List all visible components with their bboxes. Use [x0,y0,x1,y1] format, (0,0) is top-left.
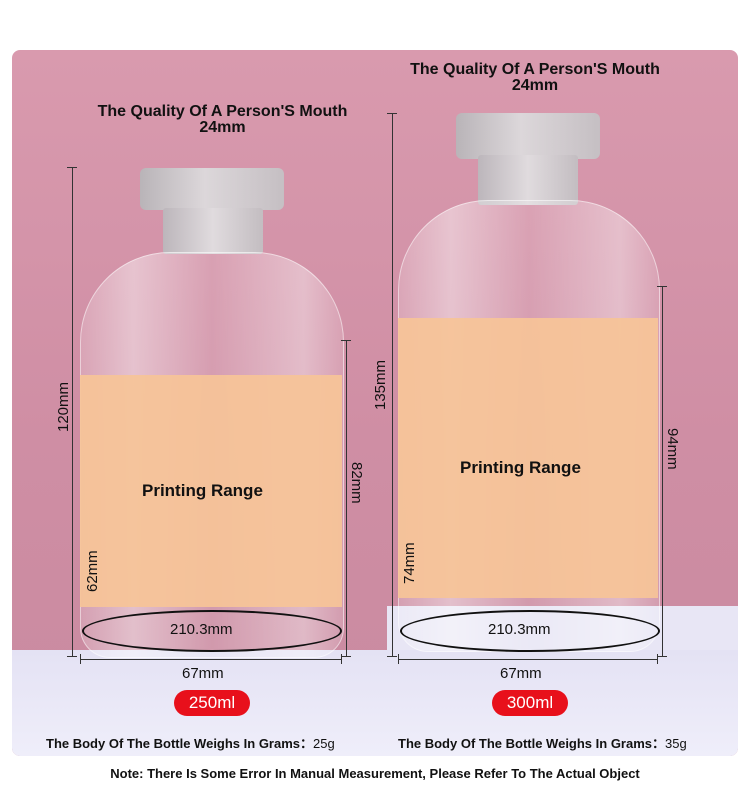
bottle-1-height-line [72,167,73,657]
bottle-1-label-height-value: 82mm [348,462,365,504]
bottle-2-height-value: 135mm [372,359,389,410]
bottle-1-width-tick-left [80,654,81,664]
bottle-1-label-tick-top [341,340,351,341]
bottle-1-volume-badge: 250ml [174,690,250,716]
bottle-1-height-value: 120mm [55,381,72,432]
bottle-1-height-tick-top [67,167,77,168]
bottle-1-width-tick-right [341,654,342,664]
bottle-1-width-line [80,659,342,660]
bottle-2-height-tick-bottom [387,656,397,657]
bottle-1-printing-area [80,375,342,607]
bottle-1-inner-height-value: 62mm [84,550,101,592]
bottle-1-title-line1: The Quality Of A Person'S Mouth [97,103,348,120]
bottle-1-weight-value: 25g [313,736,335,751]
bottle-2-title: The Quality Of A Person'S Mouth 24mm [380,62,690,94]
bottle-1-circumference-ellipse [82,610,342,652]
bottle-1-width-value: 67mm [182,665,224,682]
bottle-1-printing-range-text: Printing Range [142,481,263,500]
bottle-1-neck [163,208,263,254]
bottle-2-height-line [392,113,393,656]
bottle-2-label-tick-bottom [657,656,667,657]
bottle-2-circumference-value: 210.3mm [488,621,551,638]
measurement-note: Note: There Is Some Error In Manual Meas… [110,766,640,781]
bottle-1-weight-label: The Body Of The Bottle Weighs In Grams： [46,736,314,751]
bottle-1-title-line2: 24mm [199,119,246,136]
floor [12,650,738,756]
bottle-1-height-tick-bottom [67,656,77,657]
bottle-2-volume-badge: 300ml [492,690,568,716]
bottle-2-width-tick-left [398,654,399,664]
bottle-1-label-tick-bottom [341,656,351,657]
bottle-2-cap [456,113,600,159]
bottle-2-label-height-value: 94mm [664,428,681,470]
bottle-2-weight-label: The Body Of The Bottle Weighs In Grams： [398,736,666,751]
bottle-1-cap [140,168,284,210]
bottle-2-width-line [398,659,658,660]
bottle-1-title: The Quality Of A Person'S Mouth 24mm [70,104,375,136]
bottle-2-weight: The Body Of The Bottle Weighs In Grams：3… [398,733,687,752]
bottle-2-height-tick-top [387,113,397,114]
bottle-2-label-tick-top [657,286,667,287]
bottle-2-circumference-ellipse [400,610,660,652]
bottle-2-width-value: 67mm [500,665,542,682]
bottle-2-printing-range-text: Printing Range [460,458,581,477]
bottle-2-title-line2: 24mm [511,77,559,94]
bottle-1-weight: The Body Of The Bottle Weighs In Grams：2… [46,733,335,752]
bottle-2-weight-value: 35g [665,736,687,751]
bottle-2-inner-height-value: 74mm [401,542,418,584]
bottle-2-width-tick-right [657,654,658,664]
bottle-1-label-height-line [346,340,347,656]
bottle-1-circumference-value: 210.3mm [170,621,233,638]
bottle-2-label-height-line [662,286,663,656]
bottle-2-neck [478,155,578,205]
bottle-2-printing-area [398,318,658,598]
bottle-2-title-line1: The Quality Of A Person'S Mouth [410,61,660,78]
